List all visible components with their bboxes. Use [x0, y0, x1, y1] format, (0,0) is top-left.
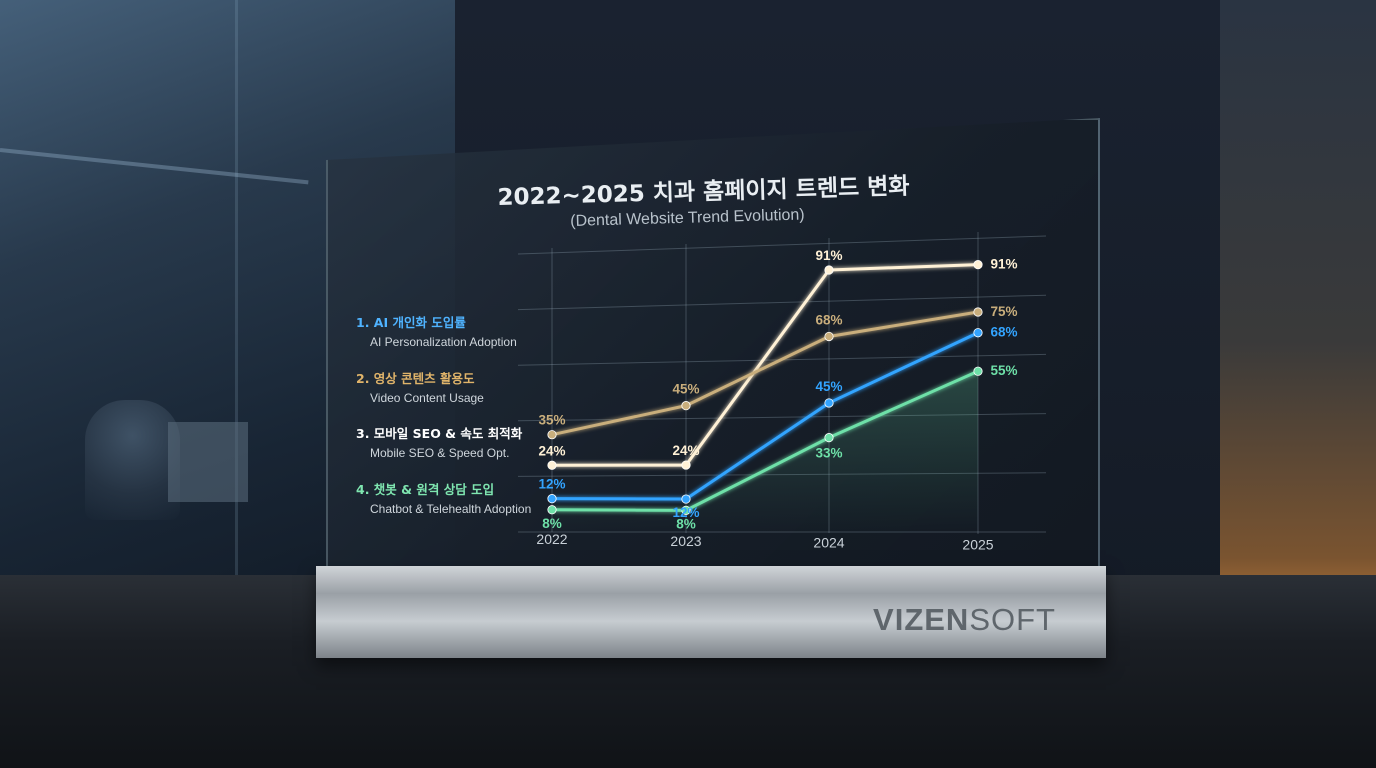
background-monitor [168, 422, 248, 502]
x-axis-ticks: 2022 2023 2024 2025 [536, 531, 993, 553]
data-point [973, 328, 983, 338]
data-point [547, 460, 557, 470]
series-line [551, 263, 979, 467]
background-right-light [1220, 0, 1376, 620]
legend-label: 3. 모바일 SEO & 속도 최적화 [356, 426, 523, 441]
legend-item-chatbot-telehealth: 4. 챗봇 & 원격 상담 도입 Chatbot & Telehealth Ad… [356, 479, 531, 516]
data-label: 12% [538, 477, 565, 492]
legend-sublabel: Mobile SEO & Speed Opt. [370, 446, 510, 460]
series-area-fill [552, 371, 978, 534]
x-tick-label: 2024 [813, 534, 844, 550]
data-point [824, 433, 834, 443]
series-line [551, 331, 979, 501]
data-point [824, 265, 834, 275]
grid-line-horizontal [517, 294, 1047, 311]
data-point [547, 505, 557, 515]
data-label: 8% [542, 516, 562, 531]
x-tick-label: 2025 [962, 537, 993, 553]
display-stand-base: VIZENSOFT [316, 566, 1106, 658]
data-point [681, 494, 691, 504]
data-labels: 24% 24% 91% 91% 35% 45% 68% 75% 12% 12% 45% 68% 8% 8%… [538, 248, 1017, 531]
data-label: 12% [672, 505, 699, 520]
legend-label: 2. 영상 콘텐츠 활용도 [356, 371, 475, 386]
data-point [547, 430, 557, 440]
legend-sublabel: Chatbot & Telehealth Adoption [370, 502, 532, 516]
data-label: 91% [990, 257, 1017, 272]
data-point [547, 494, 557, 504]
x-tick-label: 2022 [536, 531, 567, 547]
data-point [973, 366, 983, 376]
area-fill [552, 371, 978, 534]
data-label: 33% [815, 446, 842, 461]
series-lines [547, 260, 983, 515]
data-point [681, 505, 691, 515]
background-person [85, 400, 180, 520]
data-label: 68% [990, 325, 1017, 340]
data-label: 45% [672, 382, 699, 397]
legend-item-ai-personalization: 1. AI 개인화 도입률 AI Personalization Adoptio… [356, 312, 517, 349]
data-label: 68% [815, 312, 842, 327]
data-label: 55% [990, 363, 1017, 378]
background-glass-frame [235, 0, 238, 600]
data-point [973, 260, 983, 270]
data-label: 91% [815, 248, 842, 263]
legend-label: 1. AI 개인화 도입률 [356, 315, 466, 330]
data-point [824, 331, 834, 342]
grid-line-horizontal [517, 235, 1047, 255]
legend-item-video-content: 2. 영상 콘텐츠 활용도 Video Content Usage [356, 368, 484, 405]
legend-label: 4. 챗봇 & 원격 상담 도입 [356, 482, 495, 497]
data-label: 24% [538, 443, 565, 458]
data-label: 35% [538, 413, 565, 428]
legend-sublabel: Video Content Usage [370, 391, 484, 405]
data-label: 24% [672, 443, 699, 458]
data-label: 45% [815, 379, 842, 394]
brand-logo: VIZENSOFT [873, 602, 1056, 637]
x-tick-label: 2023 [670, 533, 701, 549]
legend-sublabel: AI Personalization Adoption [370, 335, 517, 349]
data-point [824, 398, 834, 408]
data-point [973, 307, 983, 317]
data-point [681, 460, 691, 470]
data-point [681, 401, 691, 411]
data-label: 75% [990, 304, 1017, 319]
series-line [551, 310, 979, 437]
data-label: 8% [676, 516, 696, 531]
legend-item-mobile-seo: 3. 모바일 SEO & 속도 최적화 Mobile SEO & Speed O… [356, 423, 522, 460]
series-line [551, 369, 979, 512]
